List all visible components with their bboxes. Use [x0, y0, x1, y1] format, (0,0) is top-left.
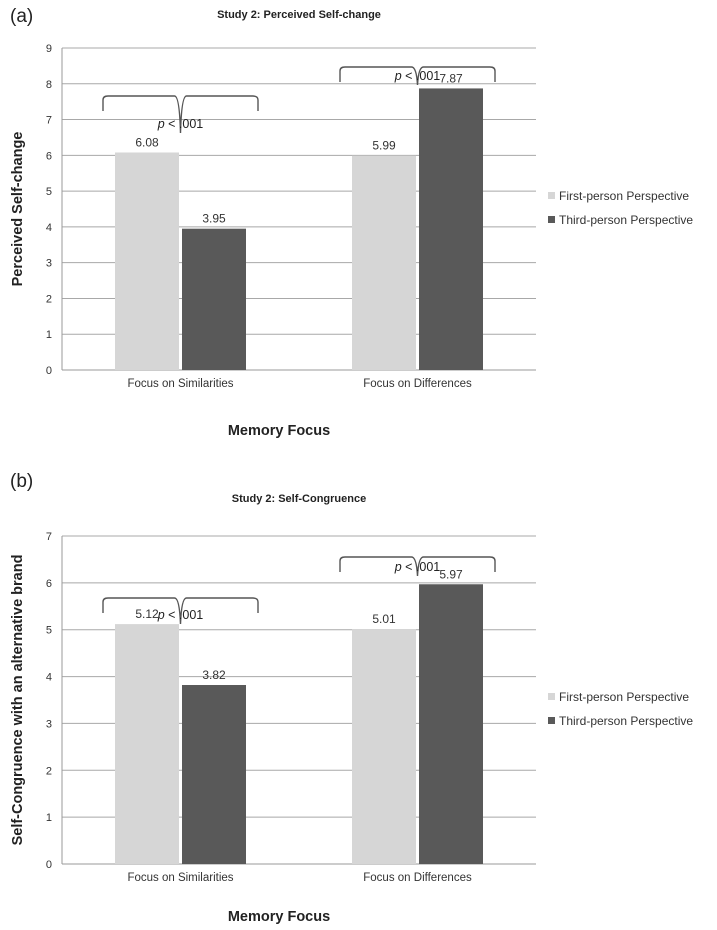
bar-third-person: [182, 228, 246, 370]
p-value-annotation: p < .001: [394, 69, 441, 83]
bar-third-person: [182, 685, 246, 864]
x-axis-title: Memory Focus: [228, 909, 330, 925]
data-label: 7.87: [439, 71, 463, 85]
data-label: 5.01: [372, 612, 396, 626]
p-value-text: < .001: [402, 560, 441, 574]
legend-swatch: [548, 717, 555, 724]
p-symbol: p: [157, 117, 165, 131]
legend-entry: Third-person Perspective: [559, 213, 693, 227]
p-symbol: p: [394, 69, 402, 83]
bar-first-person: [352, 629, 416, 864]
chart-a-svg: Study 2: Perceived Self-change 0 1 2 3 4 5 6 7 8 9…: [10, 9, 693, 439]
p-value-annotation: p < .001: [394, 560, 441, 574]
y-tick-label: 7: [46, 115, 52, 127]
data-label: 3.82: [202, 668, 226, 682]
legend-entry: First-person Perspective: [559, 189, 689, 203]
chart-title: Study 2: Perceived Self-change: [217, 9, 381, 21]
x-tick-label: Focus on Similarities: [127, 872, 233, 884]
y-tick-label: 5: [46, 186, 52, 198]
p-value-text: < .001: [402, 69, 441, 83]
x-tick-label: Focus on Differences: [363, 872, 472, 884]
p-value-text: < .001: [165, 117, 204, 131]
data-label: 6.08: [135, 135, 159, 149]
significance-brace: [339, 556, 496, 577]
legend-entry: Third-person Perspective: [559, 714, 693, 728]
bar-third-person: [419, 584, 483, 864]
legend-entry: First-person Perspective: [559, 690, 689, 704]
legend-swatch: [548, 216, 555, 223]
x-tick-label: Focus on Similarities: [127, 378, 233, 390]
significance-brace: [102, 597, 259, 625]
bar-third-person: [419, 88, 483, 370]
legend-swatch: [548, 693, 555, 700]
y-tick-label: 1: [46, 812, 52, 824]
y-tick-label: 6: [46, 150, 52, 162]
p-symbol: p: [394, 560, 402, 574]
y-tick-label: 8: [46, 79, 52, 91]
x-tick-label: Focus on Differences: [363, 378, 472, 390]
data-label: 5.97: [439, 567, 463, 581]
y-tick-label: 0: [46, 365, 52, 377]
y-tick-label: 2: [46, 765, 52, 777]
y-tick-label: 5: [46, 625, 52, 637]
y-tick-label: 4: [46, 222, 52, 234]
y-tick-label: 9: [46, 43, 52, 55]
y-tick-label: 6: [46, 578, 52, 590]
chart-panel-a: (a) Study 2: Perceived Self-change 0 1 2 3 4 5…: [10, 6, 693, 439]
bar-first-person: [352, 155, 416, 370]
data-label: 5.12: [135, 607, 159, 621]
p-value-annotation: p < .001: [157, 117, 204, 131]
data-label: 3.95: [202, 212, 226, 226]
y-tick-label: 4: [46, 672, 52, 684]
y-tick-label: 2: [46, 293, 52, 305]
y-tick-label: 3: [46, 258, 52, 270]
chart-title: Study 2: Self-Congruence: [232, 493, 366, 505]
y-tick-label: 0: [46, 859, 52, 871]
y-axis-title: Self-Congruence with an alternative bran…: [10, 555, 26, 846]
significance-brace: [339, 66, 496, 86]
y-tick-label: 7: [46, 531, 52, 543]
data-label: 5.99: [372, 139, 396, 153]
bar-first-person: [115, 152, 179, 370]
bar-first-person: [115, 624, 179, 864]
panel-letter: (b): [10, 471, 34, 492]
p-value-annotation: p < .001: [157, 608, 204, 622]
y-tick-label: 3: [46, 718, 52, 730]
y-axis-title: Perceived Self-change: [10, 132, 26, 287]
panel-letter: (a): [10, 6, 34, 27]
x-axis-title: Memory Focus: [228, 423, 330, 439]
legend-swatch: [548, 192, 555, 199]
y-tick-label: 1: [46, 329, 52, 341]
significance-brace: [102, 95, 259, 134]
chart-panel-b: (b) Study 2: Self-Congruence 0 1 2 3 4 5 6 7 5.12…: [0, 465, 717, 930]
p-symbol: p: [157, 608, 165, 622]
chart-b-svg: Study 2: Self-Congruence 0 1 2 3 4 5 6 7 5.12 3.82…: [10, 493, 693, 925]
p-value-text: < .001: [165, 608, 204, 622]
